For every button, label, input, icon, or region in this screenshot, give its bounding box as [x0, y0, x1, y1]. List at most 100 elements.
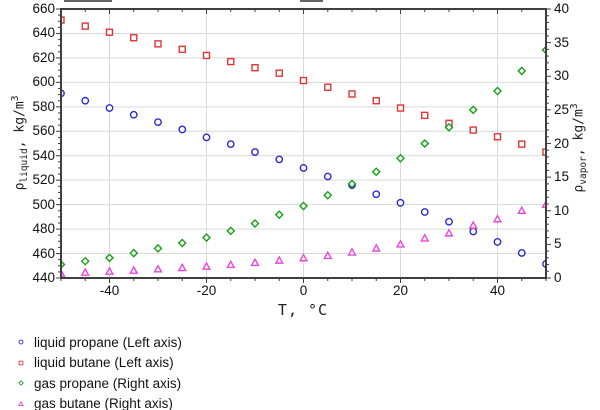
data-point [178, 125, 187, 134]
data-point [275, 69, 283, 77]
data-point [251, 148, 259, 156]
grid-lines [61, 9, 546, 278]
legend-marker-diamond-icon [8, 377, 34, 389]
data-point [493, 133, 502, 141]
left-axis-tick-label: 520 [32, 172, 55, 188]
data-series [61, 16, 546, 277]
data-point [201, 261, 212, 270]
data-point [202, 133, 211, 142]
data-point [275, 155, 284, 164]
data-point [177, 262, 187, 272]
data-point [227, 57, 235, 66]
data-point [80, 267, 90, 276]
left-axis-tick-label: 540 [32, 147, 55, 163]
right-axis-tick-label: 30 [554, 68, 570, 84]
data-point [324, 83, 332, 91]
legend-label: liquid butane (Left axis) [34, 355, 174, 371]
left-axis-tick-label: 560 [32, 123, 55, 139]
data-point [420, 208, 429, 216]
data-point [371, 243, 381, 252]
data-point [323, 250, 333, 260]
data-point [420, 233, 430, 242]
legend-item: gas propane (Right axis) [8, 373, 182, 394]
data-point [299, 201, 308, 211]
data-point [396, 153, 405, 163]
data-point [274, 210, 284, 220]
data-point [445, 217, 453, 226]
data-point [396, 198, 405, 207]
scatter-plot [56, 8, 551, 283]
data-point [274, 255, 284, 264]
data-point [323, 190, 333, 200]
legend: liquid propane (Left axis) liquid butane… [8, 332, 182, 410]
data-point [396, 104, 405, 112]
x-axis-tick-label: 20 [392, 283, 409, 298]
data-point [372, 190, 381, 199]
data-point [469, 126, 477, 134]
x-axis-tick-label: -20 [196, 283, 217, 298]
series-liquid-propane-left-axis [61, 89, 546, 268]
data-point [347, 179, 357, 189]
left-axis-tick-label: 660 [32, 1, 55, 16]
crop-artifact [64, 0, 112, 2]
data-point [444, 228, 454, 237]
data-point [154, 118, 162, 127]
data-point [298, 253, 309, 262]
left-axis-tick-label: 440 [32, 270, 55, 285]
legend-marker-circle-icon [8, 336, 34, 348]
data-point [226, 226, 236, 236]
data-point [371, 167, 381, 177]
axis-frame [60, 8, 547, 279]
data-point [153, 243, 163, 253]
legend-label: gas propane (Right axis) [34, 375, 182, 391]
x-axis-tick-label: -40 [99, 283, 120, 298]
data-point [347, 247, 357, 256]
data-point [468, 220, 478, 229]
data-point [18, 360, 24, 366]
data-point [177, 238, 187, 248]
data-point [81, 22, 89, 30]
right-axis-tick-label: 15 [554, 169, 570, 185]
data-point [18, 380, 24, 387]
x-axis-title: T, °C [277, 301, 329, 319]
data-point [129, 110, 138, 119]
data-point [421, 111, 429, 120]
data-point [18, 400, 24, 406]
right-axis-tick-label: 0 [554, 270, 562, 285]
data-point [299, 76, 308, 85]
data-point [395, 239, 406, 248]
data-point [153, 264, 163, 273]
data-point [18, 339, 24, 345]
data-point [154, 40, 162, 48]
data-point [492, 214, 503, 223]
x-axis-tick-label: 40 [489, 283, 506, 298]
left-axis-tick-label: 580 [32, 98, 55, 114]
legend-marker-triangle-icon [8, 398, 34, 410]
data-point [105, 104, 114, 112]
data-point [250, 219, 260, 229]
right-axis-tick-label: 5 [554, 236, 562, 252]
data-point [130, 34, 138, 42]
data-point [250, 257, 260, 267]
right-axis-tick-label: 10 [554, 202, 570, 218]
data-point [468, 105, 478, 115]
data-point [323, 172, 332, 181]
data-point [469, 227, 478, 236]
data-point [80, 256, 90, 266]
legend-label: liquid propane (Left axis) [34, 334, 182, 350]
data-point [517, 66, 527, 76]
left-axis-tick-label: 640 [32, 25, 55, 41]
data-point [178, 45, 186, 54]
right-axis-tick-label: 35 [554, 34, 570, 50]
left-axis-tick-label: 600 [32, 74, 55, 90]
data-point [372, 97, 380, 105]
data-point [444, 122, 454, 132]
data-point [226, 140, 235, 149]
data-point [517, 205, 527, 215]
data-point [129, 265, 139, 274]
right-axis-tick-label: 40 [554, 1, 570, 16]
legend-item: liquid butane (Left axis) [8, 353, 182, 374]
crop-artifact [300, 0, 323, 2]
data-point [420, 139, 430, 148]
data-point [493, 86, 502, 96]
